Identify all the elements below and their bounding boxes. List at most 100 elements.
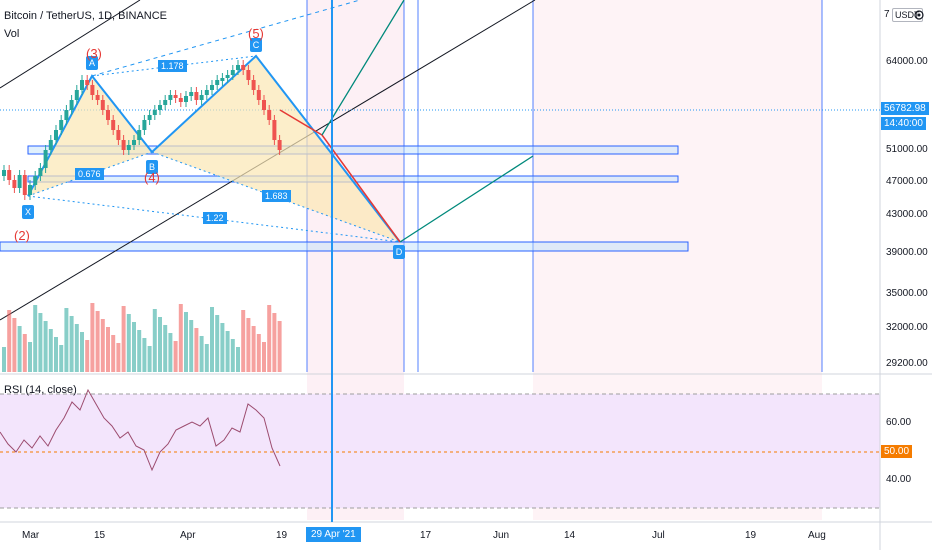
candle [194, 92, 199, 100]
volume-bar [158, 317, 162, 372]
volume-bar [69, 316, 74, 372]
volume-bar [22, 334, 27, 372]
candles [2, 60, 282, 200]
time-label: Apr [180, 530, 196, 541]
volume-bar [225, 331, 230, 372]
crosshair-date-tag: 29 Apr '21 [306, 527, 361, 542]
candle [121, 140, 126, 150]
symbol-title[interactable]: Bitcoin / TetherUS, 1D, BINANCE [4, 10, 168, 22]
pattern-point-d[interactable]: D [393, 245, 405, 259]
price-label: 43000.00 [886, 209, 928, 220]
candle [2, 170, 6, 176]
volume-bar [246, 318, 251, 372]
time-label: 19 [745, 530, 757, 541]
volume-label[interactable]: Vol [4, 28, 20, 40]
price-label: 51000.00 [886, 144, 928, 155]
ratio-label-xb: 0.676 [75, 168, 104, 180]
price-label: 29200.00 [886, 358, 928, 369]
candle [256, 90, 261, 100]
candle [230, 70, 235, 75]
ratio-label-ac: 1.178 [158, 60, 187, 72]
volume-bar [33, 305, 38, 372]
candle [28, 185, 32, 195]
candle [69, 100, 74, 110]
volume-bar [147, 346, 152, 372]
volume-bar [59, 345, 64, 372]
volume-bar [28, 342, 32, 372]
time-label: 14 [564, 530, 576, 541]
candle [54, 130, 58, 140]
volume-bar [230, 339, 235, 372]
pattern-point-a[interactable]: A [86, 56, 98, 70]
candle [90, 85, 95, 95]
volume-bar [121, 306, 126, 372]
ratio-label-bd: 1.683 [262, 190, 291, 202]
volume-bar [251, 326, 256, 372]
pattern-point-b[interactable]: B [146, 160, 158, 174]
gear-icon[interactable] [912, 8, 926, 22]
time-label: 15 [94, 530, 106, 541]
volume-bar [90, 303, 95, 372]
volume-bar [184, 312, 188, 372]
candle [267, 110, 272, 120]
candle [220, 78, 225, 81]
volume-bar [173, 341, 178, 372]
volume-bar [189, 320, 194, 372]
teal-lines[interactable] [321, 0, 534, 243]
time-label: 17 [420, 530, 432, 541]
price-label: 64000.00 [886, 56, 928, 67]
volume-bar [194, 328, 199, 372]
candle [137, 130, 142, 140]
volume-bar [210, 307, 214, 372]
price-label: 32000.00 [886, 322, 928, 333]
volume-bar [241, 310, 246, 372]
candle [152, 110, 157, 115]
projection-lines[interactable] [279, 109, 401, 243]
volume-bar [277, 321, 282, 372]
candle [33, 176, 38, 185]
time-label: Jun [493, 530, 510, 541]
volume-bar [7, 310, 12, 372]
volume-bar [2, 347, 6, 372]
volume-bar [100, 319, 105, 372]
volume-bar [116, 343, 121, 372]
volume-bar [220, 323, 225, 372]
rsi-axis-label: 60.00 [886, 417, 912, 428]
candle [236, 65, 240, 70]
candle [168, 95, 173, 100]
volume-bar [204, 344, 209, 372]
candle [204, 90, 209, 95]
candle [215, 80, 220, 85]
volume-bar [48, 329, 53, 372]
candle [38, 168, 43, 176]
candle [59, 120, 64, 130]
candle [100, 100, 105, 110]
pattern-point-x[interactable]: X [22, 205, 34, 219]
rsi-title[interactable]: RSI (14, close) [4, 384, 77, 396]
candle [74, 90, 79, 100]
candle [158, 105, 162, 110]
candle [272, 120, 277, 140]
candle [64, 110, 69, 120]
volume-bar [54, 337, 58, 372]
candle [163, 100, 168, 105]
volume-bar [215, 315, 220, 372]
volume-bar [106, 327, 110, 372]
rsi-axis-label: 40.00 [886, 474, 912, 485]
volume-bar [137, 330, 142, 372]
pattern-point-c[interactable]: C [250, 38, 262, 52]
volume-bar [43, 321, 48, 372]
time-label: Mar [22, 530, 40, 541]
volume-bar [12, 318, 17, 372]
candle [277, 140, 282, 150]
volume-bar [85, 340, 90, 372]
time-label: 19 [276, 530, 288, 541]
candle [22, 175, 27, 195]
candle [241, 65, 246, 70]
wave-label-4: (4) [144, 170, 160, 185]
volume-bar [142, 338, 147, 372]
volume-bar [126, 314, 131, 372]
candle [95, 95, 100, 100]
currency-badge[interactable]: USDT [892, 8, 923, 22]
